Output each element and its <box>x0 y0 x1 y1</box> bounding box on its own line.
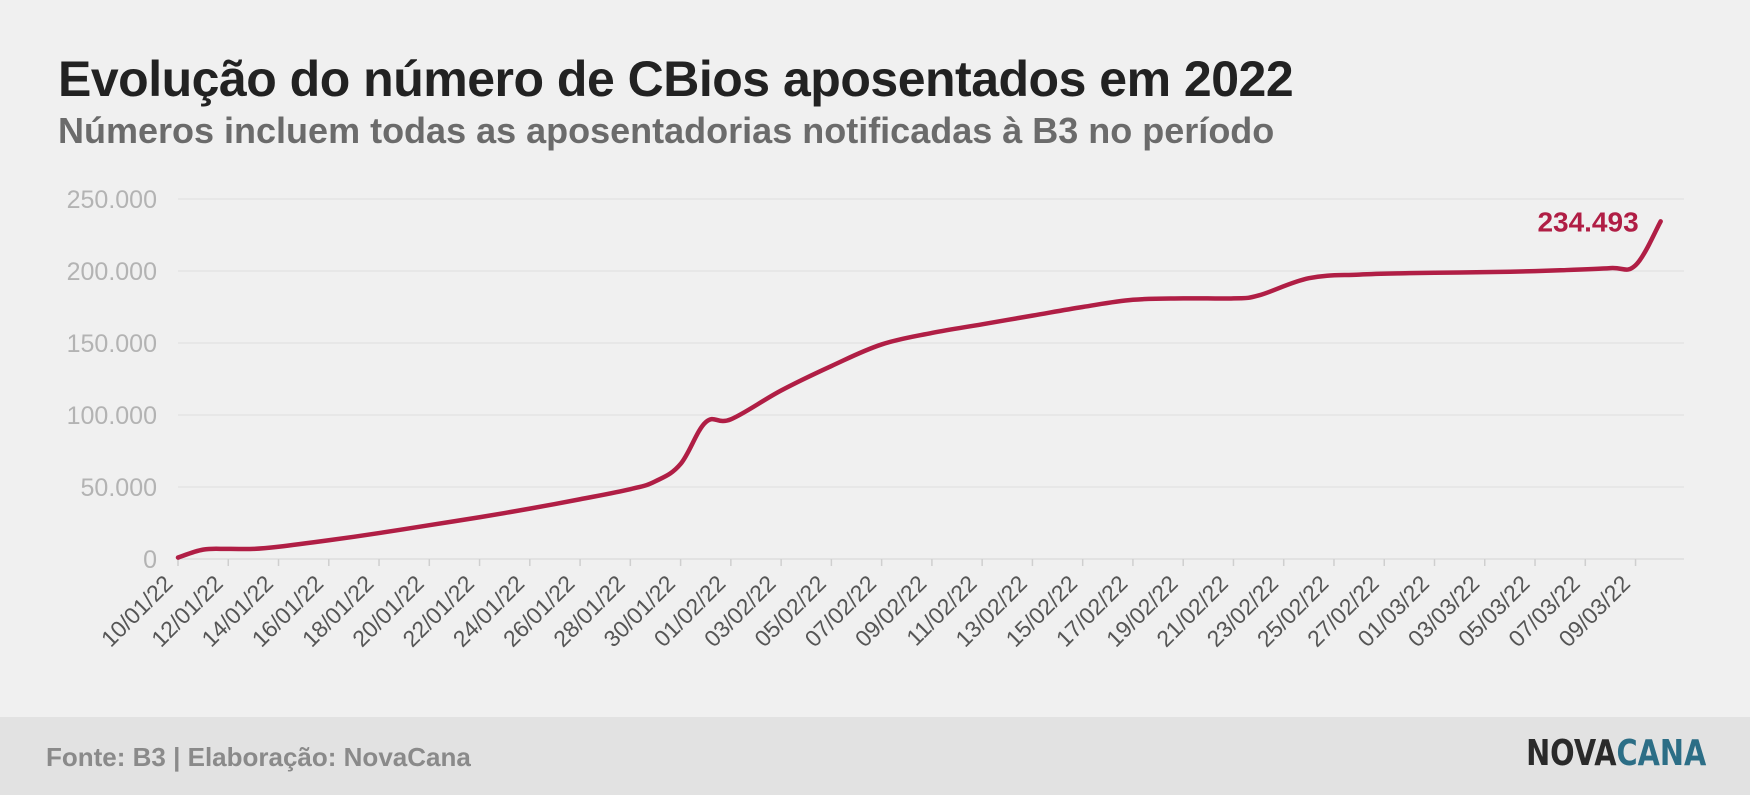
y-tick-label: 100.000 <box>67 402 157 430</box>
y-tick-label: 0 <box>143 546 157 574</box>
logo-part-cana: CANA <box>1616 733 1706 774</box>
novacana-logo: NOVACANA <box>1526 733 1706 774</box>
line-chart: 050.000100.000150.000200.000250.00010/01… <box>67 186 1684 652</box>
y-tick-label: 200.000 <box>67 258 157 286</box>
source-credit: Fonte: B3 | Elaboração: NovaCana <box>46 742 471 772</box>
chart-title: Evolução do número de CBios aposentados … <box>58 51 1294 107</box>
end-value-label: 234.493 <box>1537 206 1638 237</box>
y-tick-label: 250.000 <box>67 186 157 214</box>
y-tick-label: 50.000 <box>81 474 157 502</box>
chart-subtitle: Números incluem todas as aposentadorias … <box>58 110 1275 151</box>
y-tick-label: 150.000 <box>67 330 157 358</box>
series-line <box>175 219 1663 560</box>
footer-bar <box>0 717 1750 795</box>
logo-part-nova: NOVA <box>1525 733 1617 774</box>
